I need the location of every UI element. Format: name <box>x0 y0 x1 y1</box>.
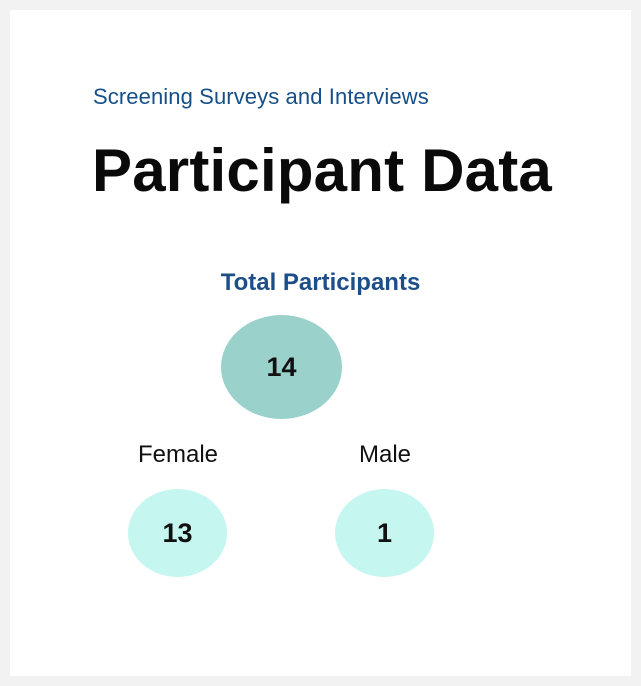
male-count-value: 1 <box>376 517 393 548</box>
total-participants-bubble: 14 <box>221 315 342 419</box>
male-label: Male <box>358 441 412 468</box>
female-count-bubble: 13 <box>128 489 227 577</box>
total-participants-label: Total Participants <box>220 269 421 296</box>
participant-data-card: Screening Surveys and Interviews Partici… <box>10 10 631 676</box>
page-subtitle: Screening Surveys and Interviews <box>93 84 429 109</box>
page-title: Participant Data <box>92 137 552 204</box>
total-participants-value: 14 <box>266 351 297 382</box>
female-label: Female <box>137 441 219 468</box>
female-count-value: 13 <box>162 517 193 548</box>
male-count-bubble: 1 <box>335 489 434 577</box>
